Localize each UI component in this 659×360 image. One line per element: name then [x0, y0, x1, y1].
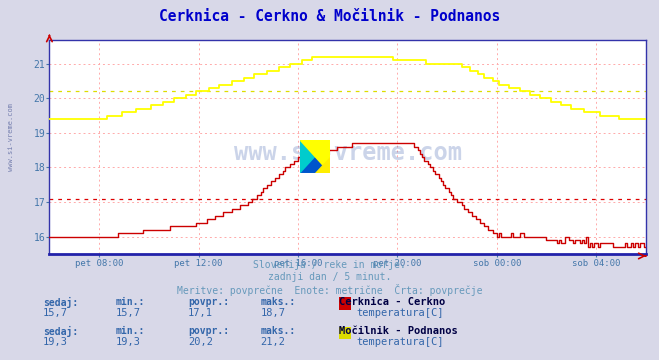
Text: 19,3: 19,3	[115, 337, 140, 347]
Text: maks.:: maks.:	[260, 326, 295, 336]
Text: temperatura[C]: temperatura[C]	[357, 337, 444, 347]
Text: Meritve: povprečne  Enote: metrične  Črta: povprečje: Meritve: povprečne Enote: metrične Črta:…	[177, 284, 482, 296]
Polygon shape	[315, 157, 330, 173]
Text: 19,3: 19,3	[43, 337, 68, 347]
Text: povpr.:: povpr.:	[188, 326, 229, 336]
Text: Slovenija / reke in morje.: Slovenija / reke in morje.	[253, 260, 406, 270]
Text: 21,2: 21,2	[260, 337, 285, 347]
Text: Cerknica - Cerkno: Cerknica - Cerkno	[339, 297, 445, 307]
Text: Cerknica - Cerkno & Močilnik - Podnanos: Cerknica - Cerkno & Močilnik - Podnanos	[159, 9, 500, 24]
Text: www.si-vreme.com: www.si-vreme.com	[8, 103, 14, 171]
Text: maks.:: maks.:	[260, 297, 295, 307]
Text: sedaj:: sedaj:	[43, 297, 78, 308]
Polygon shape	[300, 140, 330, 173]
Text: zadnji dan / 5 minut.: zadnji dan / 5 minut.	[268, 272, 391, 282]
Text: temperatura[C]: temperatura[C]	[357, 308, 444, 318]
Polygon shape	[300, 140, 330, 173]
Text: sedaj:: sedaj:	[43, 326, 78, 337]
Text: www.si-vreme.com: www.si-vreme.com	[234, 141, 461, 165]
Text: 15,7: 15,7	[115, 308, 140, 318]
Text: min.:: min.:	[115, 326, 145, 336]
Text: min.:: min.:	[115, 297, 145, 307]
Text: Močilnik - Podnanos: Močilnik - Podnanos	[339, 326, 458, 336]
Text: 15,7: 15,7	[43, 308, 68, 318]
Polygon shape	[300, 140, 330, 173]
Text: 17,1: 17,1	[188, 308, 213, 318]
Text: 18,7: 18,7	[260, 308, 285, 318]
Text: 20,2: 20,2	[188, 337, 213, 347]
Text: povpr.:: povpr.:	[188, 297, 229, 307]
